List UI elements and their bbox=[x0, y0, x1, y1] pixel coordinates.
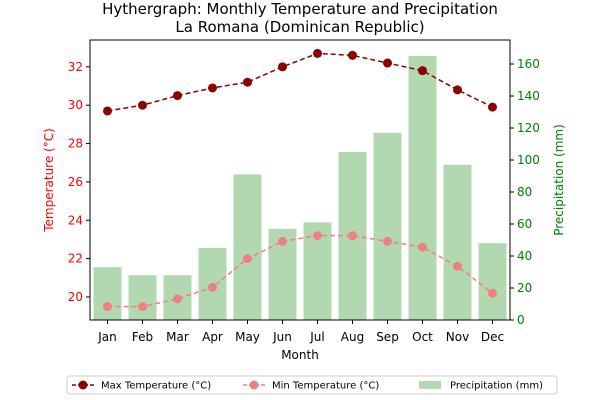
y-left-tick-label-24: 24 bbox=[68, 213, 83, 227]
min-temp-line bbox=[107, 234, 493, 308]
min-temp-point-jan bbox=[103, 302, 112, 312]
legend-max-temp-marker bbox=[78, 380, 88, 390]
legend: Max Temperature (°C) Min Temperature (°C… bbox=[66, 375, 558, 395]
x-tick-label-jun: Jun bbox=[272, 330, 292, 344]
max-temp-point-aug bbox=[348, 50, 357, 60]
x-tick-label-sep: Sep bbox=[376, 330, 399, 344]
legend-precip-label: Precipitation (mm) bbox=[450, 381, 543, 392]
min-temp-point-jun bbox=[278, 236, 287, 246]
max-temp-point-feb bbox=[138, 100, 147, 110]
y-right-tick-label-120: 120 bbox=[517, 121, 540, 135]
y-right-tick-label-140: 140 bbox=[517, 89, 540, 103]
y-right-tick-label-0: 0 bbox=[517, 313, 525, 327]
x-tick-label-oct: Oct bbox=[412, 330, 433, 344]
min-temp-point-jul bbox=[313, 231, 322, 241]
max-temp-point-sep bbox=[383, 58, 392, 68]
x-axis: Jan Feb Mar Apr May Jun Jul Aug Sep Oct Nov Dec bbox=[97, 320, 504, 344]
min-temp-point-feb bbox=[138, 302, 147, 312]
max-temp-point-mar bbox=[173, 91, 182, 101]
y-axis-right: 0 20 40 60 80 100 120 140 160 bbox=[510, 57, 540, 327]
min-temp-point-aug bbox=[348, 231, 357, 241]
y-axis-right-label: Precipitation (mm) bbox=[552, 124, 566, 236]
y-left-tick-label-20: 20 bbox=[68, 290, 83, 304]
min-temp-point-dec bbox=[488, 288, 497, 298]
x-tick-label-jan: Jan bbox=[97, 330, 117, 344]
x-tick-label-jul: Jul bbox=[309, 330, 324, 344]
plot-frame bbox=[89, 39, 511, 321]
y-left-tick-label-32: 32 bbox=[68, 60, 83, 74]
legend-min-temp-marker bbox=[249, 380, 259, 390]
x-tick-label-feb: Feb bbox=[132, 330, 153, 344]
y-right-tick-label-160: 160 bbox=[517, 57, 540, 71]
x-tick-label-aug: Aug bbox=[341, 330, 364, 344]
max-temp-point-jan bbox=[103, 106, 112, 116]
min-temp-point-mar bbox=[173, 294, 182, 304]
precipitation-bars bbox=[93, 56, 507, 320]
precip-bar-nov bbox=[443, 164, 472, 320]
y-right-tick-label-60: 60 bbox=[517, 217, 532, 231]
min-temp-point-nov bbox=[453, 261, 462, 271]
max-temp-point-apr bbox=[208, 83, 217, 93]
y-left-tick-label-26: 26 bbox=[68, 175, 83, 189]
y-left-tick-label-22: 22 bbox=[68, 252, 83, 266]
min-temp-point-apr bbox=[208, 282, 217, 292]
max-temp-point-jul bbox=[313, 48, 322, 58]
x-tick-label-may: May bbox=[235, 330, 260, 344]
max-temp-point-jun bbox=[278, 62, 287, 72]
precip-bar-jan bbox=[93, 267, 122, 320]
precip-bar-dec bbox=[478, 243, 507, 320]
chart-title: Hythergraph: Monthly Temperature and Pre… bbox=[102, 0, 498, 18]
precip-bar-feb bbox=[128, 275, 157, 320]
x-tick-label-mar: Mar bbox=[166, 330, 189, 344]
y-left-tick-label-28: 28 bbox=[68, 137, 83, 151]
y-left-tick-label-30: 30 bbox=[68, 98, 83, 112]
legend-box bbox=[66, 375, 558, 395]
max-temp-line bbox=[107, 52, 493, 112]
precip-bar-oct bbox=[408, 56, 437, 320]
precip-bar-sep bbox=[373, 132, 402, 320]
min-temp-point-sep bbox=[383, 236, 392, 246]
y-axis-left-label: Temperature (°C) bbox=[42, 128, 56, 233]
min-temp-point-may bbox=[243, 254, 252, 264]
x-tick-label-nov: Nov bbox=[446, 330, 469, 344]
legend-max-temp-label: Max Temperature (°C) bbox=[101, 381, 211, 392]
precip-bar-may bbox=[233, 174, 262, 320]
max-temp-point-oct bbox=[418, 66, 427, 76]
legend-precip-swatch bbox=[419, 381, 441, 389]
x-tick-label-apr: Apr bbox=[202, 330, 223, 344]
temperature-lines bbox=[103, 48, 497, 312]
chart-subtitle: La Romana (Dominican Republic) bbox=[175, 18, 424, 36]
y-right-tick-label-20: 20 bbox=[517, 281, 532, 295]
y-right-tick-label-40: 40 bbox=[517, 249, 532, 263]
legend-min-temp-label: Min Temperature (°C) bbox=[272, 381, 379, 392]
x-axis-label: Month bbox=[281, 348, 319, 362]
y-axis-left: 20 22 24 26 28 30 32 bbox=[68, 60, 90, 304]
max-temp-point-nov bbox=[453, 85, 462, 95]
x-tick-label-dec: Dec bbox=[481, 330, 504, 344]
max-temp-point-may bbox=[243, 77, 252, 87]
min-temp-point-oct bbox=[418, 242, 427, 252]
y-right-tick-label-100: 100 bbox=[517, 153, 540, 167]
max-temp-point-dec bbox=[488, 102, 497, 112]
y-right-tick-label-80: 80 bbox=[517, 185, 532, 199]
